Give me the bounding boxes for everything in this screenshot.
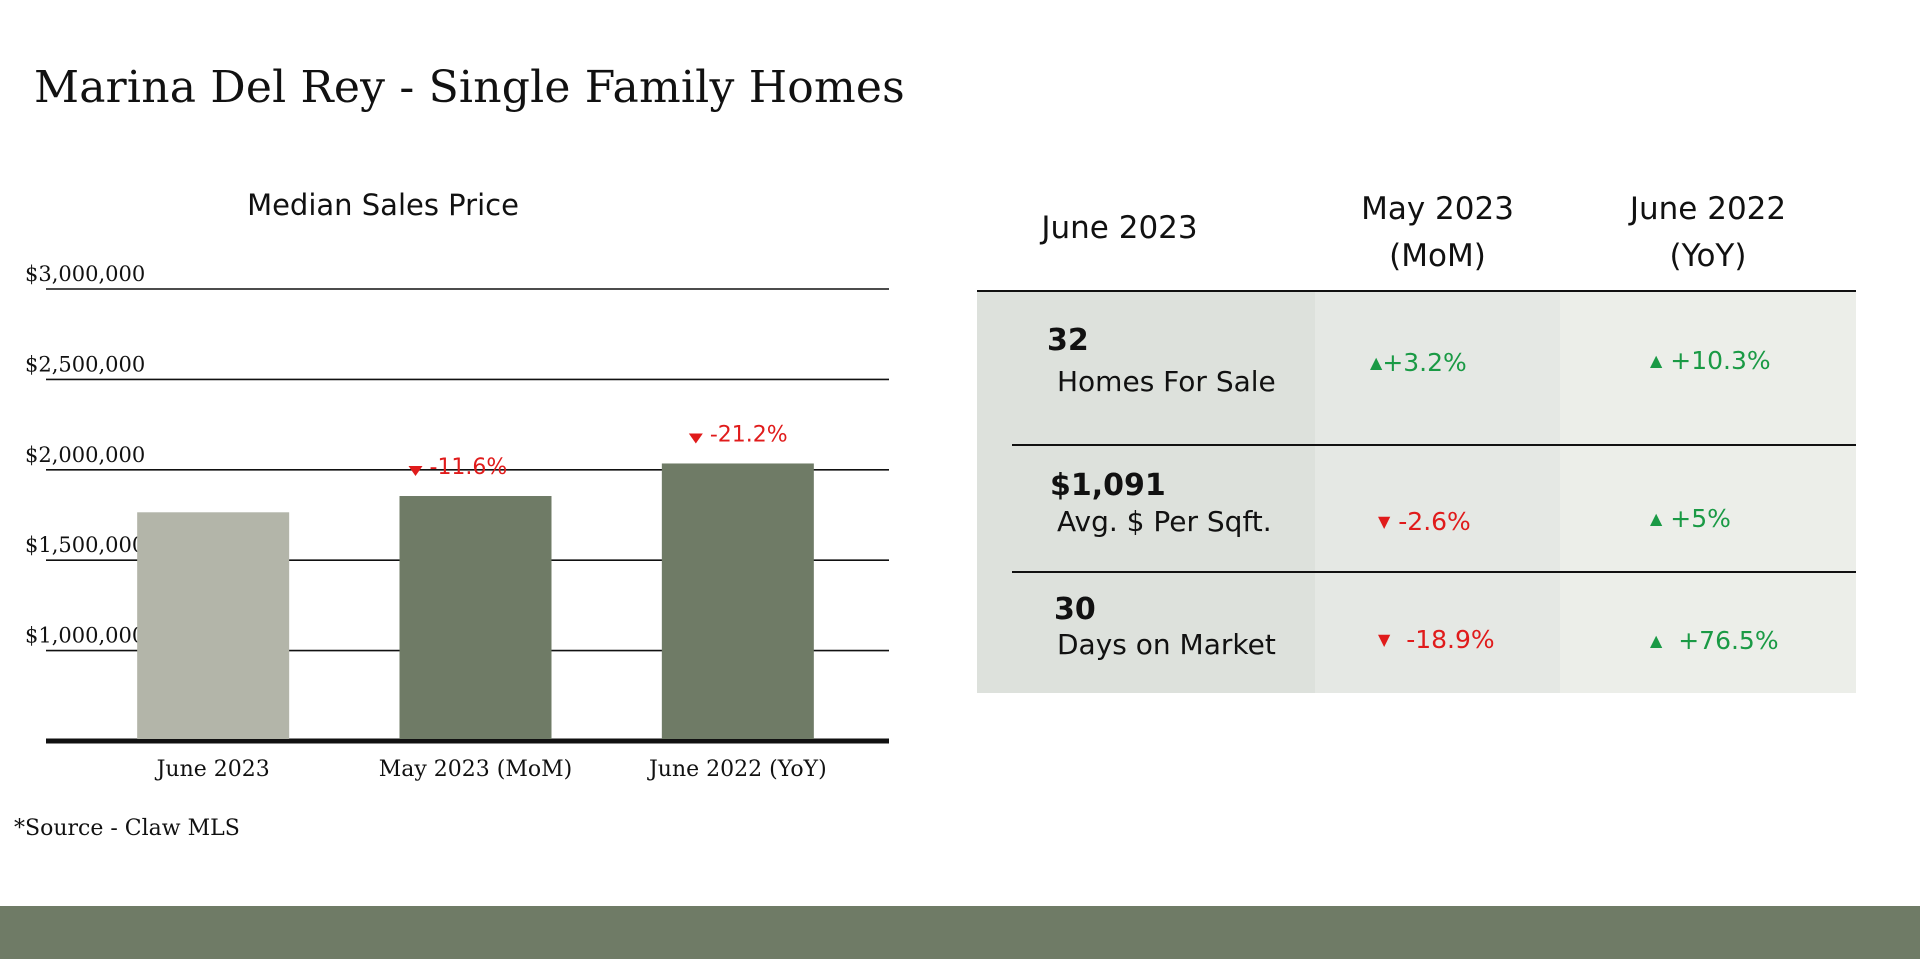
header-mom-line1: May 2023 bbox=[1361, 191, 1514, 227]
chart-title: Median Sales Price bbox=[247, 188, 519, 222]
up-arrow-icon: ▲ bbox=[1650, 351, 1663, 370]
homes-for-sale-mom-text: +3.2% bbox=[1382, 348, 1467, 377]
homes-for-sale-yoy-text: +10.3% bbox=[1670, 346, 1771, 375]
days-on-market-label: Days on Market bbox=[1057, 628, 1276, 661]
column-shade-mom bbox=[1315, 291, 1560, 693]
source-note: *Source - Claw MLS bbox=[14, 816, 240, 841]
days-on-market-yoy-change: ▲ +76.5% bbox=[1650, 626, 1779, 655]
chart-x-tick-labels: June 2023 May 2023 (MoM) June 2022 (YoY) bbox=[155, 757, 827, 782]
x-tick-label: June 2023 bbox=[155, 757, 270, 782]
row-divider-2 bbox=[1012, 571, 1856, 573]
chart-annotations: -11.6% -21.2% bbox=[408, 422, 788, 480]
avg-price-per-sqft-mom-change: ▼ -2.6% bbox=[1378, 507, 1471, 536]
down-arrow-icon bbox=[408, 466, 423, 477]
homes-for-sale-label: Homes For Sale bbox=[1057, 365, 1276, 398]
column-shade-current bbox=[977, 291, 1315, 693]
y-tick-label: $3,000,000 bbox=[25, 262, 145, 286]
y-tick-label: $1,500,000 bbox=[25, 533, 145, 557]
avg-price-per-sqft-label: Avg. $ Per Sqft. bbox=[1057, 505, 1272, 538]
header-mom-line2: (MoM) bbox=[1389, 238, 1486, 274]
homes-for-sale-yoy-change: ▲ +10.3% bbox=[1650, 346, 1771, 375]
days-on-market-mom-text: -18.9% bbox=[1406, 625, 1495, 654]
header-current: June 2023 bbox=[977, 205, 1262, 252]
header-current-line1: June 2023 bbox=[1041, 210, 1198, 246]
bar-change-label: -11.6% bbox=[430, 455, 508, 480]
page-title: Marina Del Rey - Single Family Homes bbox=[34, 62, 905, 113]
y-tick-label: $2,000,000 bbox=[25, 443, 145, 467]
down-arrow-icon: ▼ bbox=[1378, 512, 1391, 531]
header-mom: May 2023 (MoM) bbox=[1315, 186, 1560, 280]
y-tick-label: $1,000,000 bbox=[25, 624, 145, 648]
footer-band bbox=[0, 906, 1920, 959]
days-on-market-yoy-text: +76.5% bbox=[1678, 626, 1779, 655]
avg-price-per-sqft-yoy-change: ▲ +5% bbox=[1650, 504, 1731, 533]
bar-2 bbox=[661, 463, 814, 739]
chart-bars bbox=[137, 463, 814, 739]
x-tick-label: June 2022 (YoY) bbox=[647, 757, 827, 782]
header-yoy-line1: June 2022 bbox=[1629, 191, 1787, 227]
homes-for-sale-mom-change: ▲+3.2% bbox=[1370, 348, 1467, 377]
bar-change-label: -21.2% bbox=[710, 422, 788, 447]
y-tick-label: $2,500,000 bbox=[25, 352, 145, 376]
column-shade-yoy bbox=[1560, 291, 1856, 693]
up-arrow-icon: ▲ bbox=[1650, 631, 1663, 650]
up-arrow-icon: ▲ bbox=[1370, 353, 1383, 372]
median-sales-price-chart: Median Sales Price $1,000,000$1,500,000$… bbox=[25, 188, 889, 782]
header-divider bbox=[977, 290, 1856, 292]
homes-for-sale-value: 32 bbox=[1047, 323, 1089, 358]
avg-price-per-sqft-mom-text: -2.6% bbox=[1398, 507, 1471, 536]
down-arrow-icon: ▼ bbox=[1378, 630, 1391, 649]
avg-price-per-sqft-yoy-text: +5% bbox=[1670, 504, 1731, 533]
x-tick-label: May 2023 (MoM) bbox=[379, 757, 573, 782]
days-on-market-mom-change: ▼ -18.9% bbox=[1378, 625, 1495, 654]
down-arrow-icon bbox=[688, 433, 703, 444]
bar-0 bbox=[137, 512, 290, 739]
bar-1 bbox=[399, 496, 552, 739]
header-yoy-line2: (YoY) bbox=[1669, 238, 1747, 274]
header-yoy: June 2022 (YoY) bbox=[1560, 186, 1856, 280]
stats-table: June 2023 May 2023 (MoM) June 2022 (YoY)… bbox=[977, 180, 1856, 694]
chart-y-tick-labels: $1,000,000 $1,500,000 $2,000,000 $2,500,000… bbox=[25, 262, 145, 648]
row-divider-1 bbox=[1012, 444, 1856, 446]
avg-price-per-sqft-value: $1,091 bbox=[1050, 468, 1166, 503]
days-on-market-value: 30 bbox=[1054, 592, 1096, 627]
up-arrow-icon: ▲ bbox=[1650, 509, 1663, 528]
